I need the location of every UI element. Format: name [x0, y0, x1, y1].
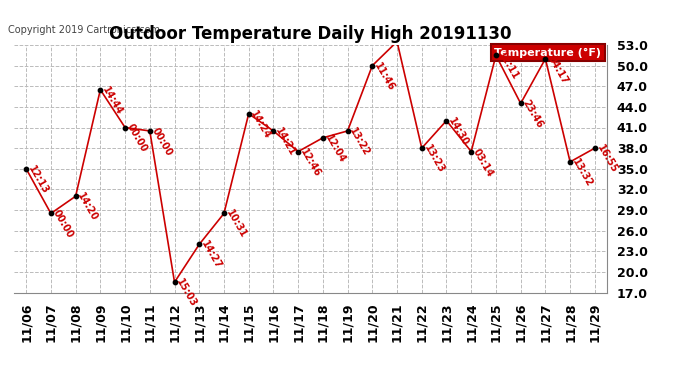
Text: 14:27: 14:27 [199, 239, 224, 271]
Point [219, 210, 230, 216]
Text: 10:31: 10:31 [224, 209, 248, 240]
Text: 00:00: 00:00 [51, 209, 75, 240]
Point [540, 56, 551, 62]
Point [21, 166, 32, 172]
Text: 03:14: 03:14 [471, 147, 495, 178]
Point [466, 148, 477, 154]
Text: 04:17: 04:17 [545, 54, 569, 86]
Point [564, 159, 575, 165]
Point [391, 39, 402, 45]
Point [194, 242, 205, 248]
Point [342, 128, 353, 134]
Point [46, 210, 57, 216]
Point [416, 145, 427, 151]
Title: Outdoor Temperature Daily High 20191130: Outdoor Temperature Daily High 20191130 [109, 26, 512, 44]
Text: 23:46: 23:46 [521, 99, 545, 130]
Text: 16:55: 16:55 [595, 143, 619, 175]
Point [441, 118, 452, 124]
Text: 15:03: 15:03 [175, 277, 199, 309]
Point [515, 100, 526, 106]
Point [169, 279, 180, 285]
Text: 12:04: 12:04 [323, 133, 347, 165]
Text: 13:08: 13:08 [0, 374, 1, 375]
Text: 14:21: 14:21 [273, 126, 297, 158]
Point [367, 63, 378, 69]
Text: 00:00: 00:00 [150, 126, 174, 158]
Text: Temperature (°F): Temperature (°F) [494, 48, 601, 57]
Text: 12:13: 12:13 [26, 164, 50, 196]
Point [293, 148, 304, 154]
Point [491, 53, 502, 58]
Text: 14:24: 14:24 [248, 109, 273, 141]
Text: 13:32: 13:32 [570, 157, 594, 189]
Point [95, 87, 106, 93]
Point [119, 124, 130, 130]
Text: 13:23: 13:23 [422, 143, 446, 175]
Point [268, 128, 279, 134]
Text: 11:46: 11:46 [373, 61, 397, 93]
Text: 14:30: 14:30 [446, 116, 471, 147]
Point [589, 145, 600, 151]
Point [243, 111, 254, 117]
Text: 14:44: 14:44 [100, 85, 124, 117]
Text: 12:11: 12:11 [496, 50, 520, 82]
Point [317, 135, 328, 141]
Point [144, 128, 155, 134]
Text: 12:46: 12:46 [298, 147, 322, 178]
Point [70, 193, 81, 199]
Text: 13:22: 13:22 [348, 126, 372, 158]
Text: 00:00: 00:00 [125, 123, 149, 154]
Text: Copyright 2019 Cartronics.com: Copyright 2019 Cartronics.com [8, 25, 160, 35]
Text: 14:20: 14:20 [76, 191, 100, 223]
